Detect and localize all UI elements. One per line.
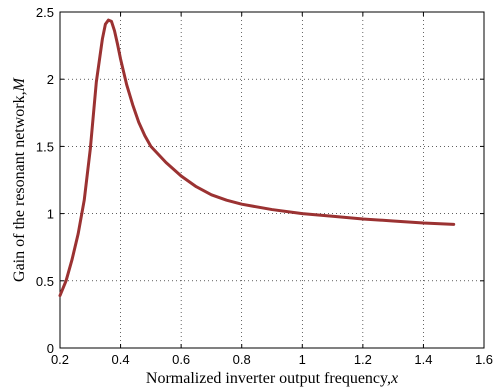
x-tick-labels: 0.2 0.4 0.6 0.8 1 1.2 1.4 1.6 xyxy=(51,352,493,367)
x-axis-title: Normalized inverter output frequency,x xyxy=(146,370,398,387)
y-tick-label: 2 xyxy=(47,72,54,87)
x-tick-label: 0.8 xyxy=(233,352,251,367)
y-tick-label: 2.5 xyxy=(36,5,54,20)
x-tick-label: 1 xyxy=(299,352,306,367)
axis-ticks xyxy=(59,11,485,349)
y-axis-title-text: Gain of the resonant network, xyxy=(11,91,28,282)
y-tick-label: 1 xyxy=(47,207,54,222)
y-tick-labels: 0 0.5 1 1.5 2 2.5 xyxy=(36,5,54,356)
x-tick-label: 0.2 xyxy=(51,352,69,367)
x-tick-label: 0.4 xyxy=(112,352,130,367)
series-layer xyxy=(58,18,456,298)
y-axis-title: Gain of the resonant network,M xyxy=(11,76,28,282)
grid-lines xyxy=(60,12,484,348)
y-tick-label: 0 xyxy=(47,341,54,356)
plot-frame xyxy=(59,11,485,349)
x-axis-title-text: Normalized inverter output frequency, xyxy=(146,370,391,387)
series-line xyxy=(58,18,456,298)
y-tick-label: 0.5 xyxy=(36,274,54,289)
y-axis-variable: M xyxy=(11,76,28,92)
y-tick-label: 1.5 xyxy=(36,139,54,154)
x-tick-label: 1.4 xyxy=(414,352,432,367)
x-tick-label: 1.2 xyxy=(354,352,372,367)
x-axis-variable: x xyxy=(390,370,398,387)
plot-area xyxy=(60,12,484,348)
x-tick-label: 0.6 xyxy=(172,352,190,367)
x-tick-label: 1.6 xyxy=(475,352,493,367)
